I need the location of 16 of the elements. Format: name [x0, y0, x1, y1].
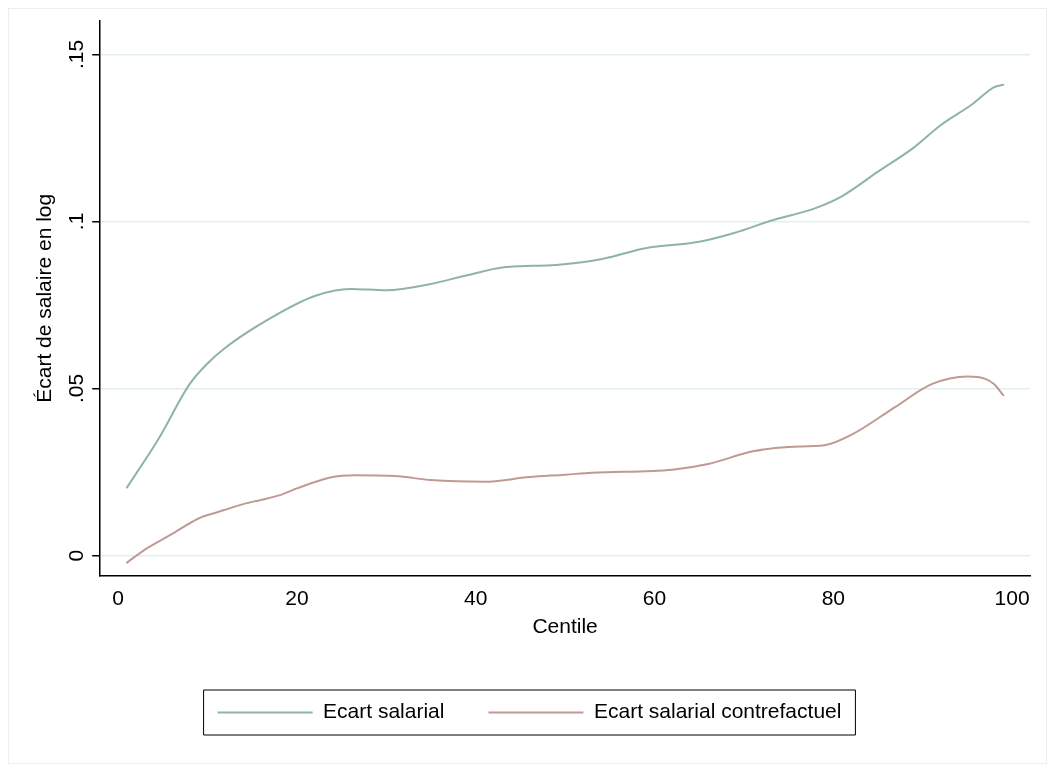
x-tick-label: 0	[112, 586, 124, 609]
x-tick-label: 40	[464, 586, 488, 609]
x-tick-label: 20	[285, 586, 309, 609]
line-series	[126, 83, 1005, 489]
legend-label: Ecart salarial contrefactuel	[593, 699, 842, 723]
x-tick-label: 100	[994, 586, 1030, 609]
x-axis-title: Centile	[532, 614, 598, 638]
legend-label: Ecart salarial	[323, 699, 445, 723]
y-tick-label: 0	[64, 549, 88, 562]
line-series	[126, 375, 1005, 564]
y-tick-label: .15	[64, 39, 88, 70]
y-tick-label: .05	[64, 373, 88, 404]
x-tick-label: 60	[642, 586, 667, 609]
y-tick-label: .1	[64, 212, 88, 231]
y-axis-title: Écart de salaire en log	[32, 193, 56, 403]
x-tick-label: 80	[821, 586, 845, 609]
